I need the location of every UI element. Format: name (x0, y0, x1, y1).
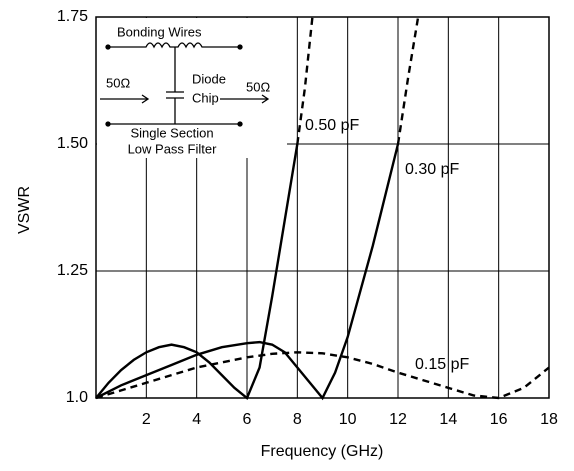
schematic-part (108, 42, 240, 49)
x-tick-label: 8 (293, 411, 302, 428)
inset-label: Chip (192, 90, 219, 105)
inset-caption: Single Section (130, 125, 213, 140)
y-tick-label: 1.75 (57, 8, 88, 25)
schematic-part (105, 121, 111, 127)
x-tick-label: 2 (142, 411, 151, 428)
schematic-part (105, 44, 111, 50)
x-tick-label: 12 (389, 411, 407, 428)
curve-label: 0.15 pF (415, 356, 469, 373)
y-tick-label: 1.25 (57, 262, 88, 279)
schematic (100, 42, 270, 127)
schematic-part (220, 94, 270, 104)
inset-label: Diode (192, 71, 226, 86)
curve (95, 143, 400, 401)
curve (95, 351, 550, 400)
x-tick-label: 4 (192, 411, 201, 428)
curve (296, 16, 314, 145)
x-tick-label: 16 (490, 411, 508, 428)
x-axis-title: Frequency (GHz) (261, 443, 384, 460)
curve-label: 0.30 pF (405, 161, 459, 178)
inset-box (97, 18, 287, 158)
y-tick-label: 1.50 (57, 135, 88, 152)
x-tick-label: 10 (339, 411, 357, 428)
schematic-part (100, 94, 150, 104)
x-tick-label: 14 (439, 411, 457, 428)
y-axis-title: VSWR (16, 186, 33, 234)
schematic-part (237, 121, 243, 127)
y-tick-label: 1.0 (66, 389, 88, 406)
schematic-part (166, 47, 184, 124)
x-tick-label: 18 (540, 411, 558, 428)
x-tick-label: 6 (243, 411, 252, 428)
inset-title: Bonding Wires (117, 24, 202, 39)
curve-label: 0.50 pF (305, 117, 359, 134)
schematic-part (237, 44, 243, 50)
curve (396, 16, 420, 145)
inset-label: 50Ω (106, 75, 130, 90)
inset-label: 50Ω (246, 79, 270, 94)
inset-caption: Low Pass Filter (128, 141, 218, 156)
